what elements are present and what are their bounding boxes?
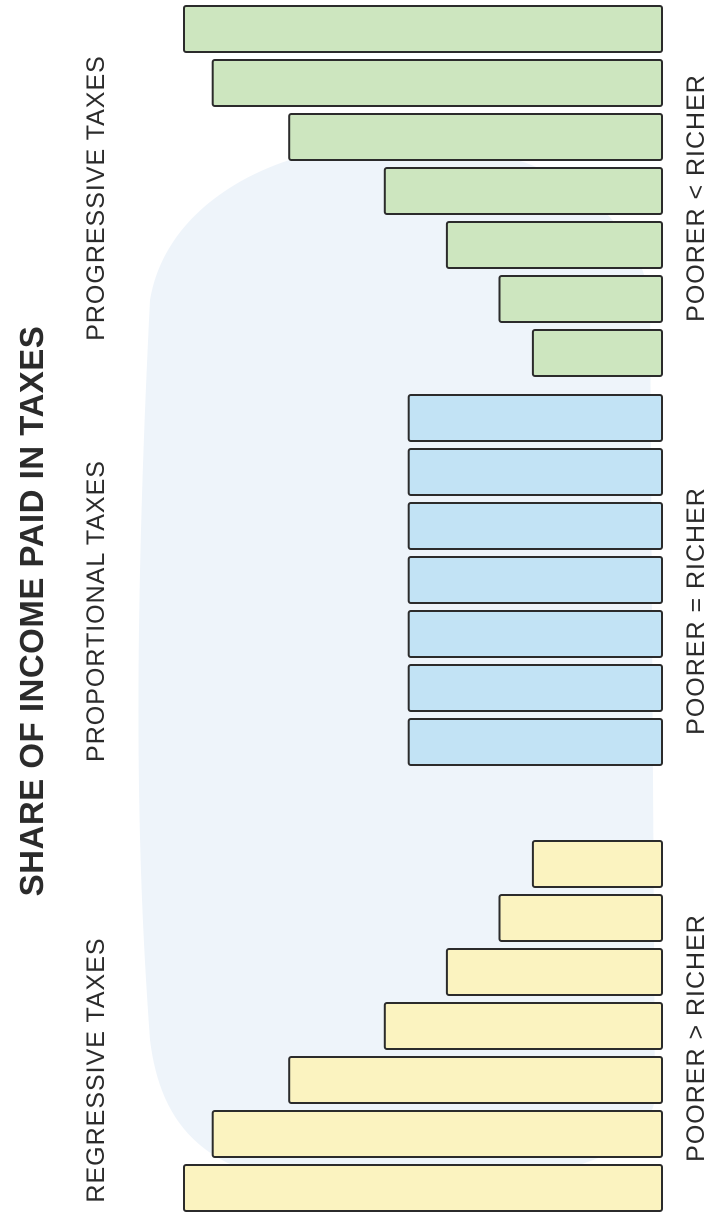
progressive-bar-2 bbox=[498, 275, 663, 323]
labels-layer: REGRESSIVE TAXES POORER > RICHER PROPORTIO… bbox=[82, 55, 710, 1202]
regressive-bar-2 bbox=[211, 1110, 663, 1158]
progressive-bar-4 bbox=[383, 167, 663, 215]
bars-layer bbox=[183, 5, 664, 1212]
regressive-comparison-label: POORER > RICHER bbox=[682, 914, 710, 1162]
regressive-bar-6 bbox=[498, 894, 663, 942]
progressive-bar-1 bbox=[531, 329, 664, 377]
regressive-bar-1 bbox=[183, 1164, 663, 1212]
regressive-group-label: REGRESSIVE TAXES bbox=[82, 937, 110, 1202]
proportional-comparison-label: POORER = RICHER bbox=[682, 487, 710, 735]
proportional-bar-6 bbox=[407, 448, 664, 496]
proportional-bar-4 bbox=[407, 556, 664, 604]
progressive-bar-7 bbox=[183, 5, 663, 53]
progressive-bar-3 bbox=[445, 221, 663, 269]
regressive-bar-3 bbox=[288, 1056, 663, 1104]
proportional-group-label: PROPORTIONAL TAXES bbox=[82, 460, 110, 762]
proportional-bar-7 bbox=[407, 394, 664, 442]
proportional-bar-1 bbox=[407, 718, 664, 766]
proportional-bar-3 bbox=[407, 610, 664, 658]
proportional-bar-5 bbox=[407, 502, 664, 550]
regressive-bar-4 bbox=[383, 1002, 663, 1050]
chart-title: SHARE OF INCOME PAID IN TAXES bbox=[13, 326, 50, 897]
progressive-bar-6 bbox=[211, 59, 663, 107]
regressive-bar-7 bbox=[531, 840, 664, 888]
regressive-bar-5 bbox=[445, 948, 663, 996]
progressive-bar-5 bbox=[288, 113, 663, 161]
progressive-group-label: PROGRESSIVE TAXES bbox=[82, 55, 110, 341]
proportional-bar-2 bbox=[407, 664, 664, 712]
progressive-comparison-label: POORER < RICHER bbox=[682, 74, 710, 322]
